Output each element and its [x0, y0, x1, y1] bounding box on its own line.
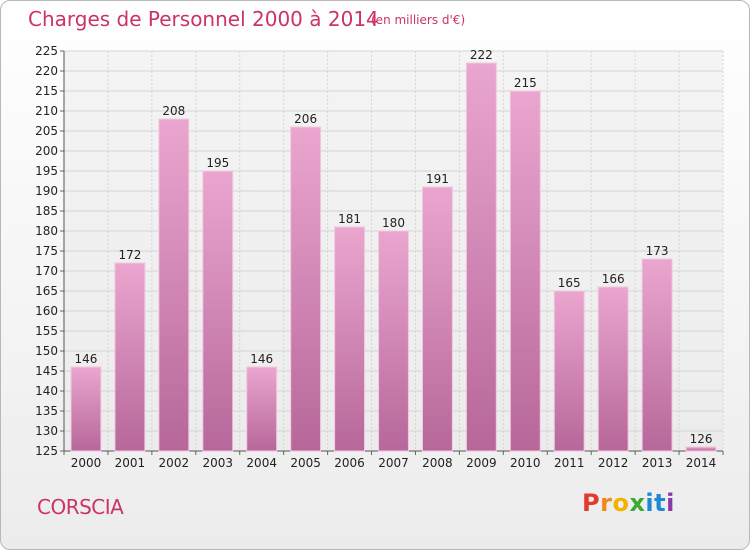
y-tick-label: 215	[35, 84, 58, 98]
y-tick-label: 135	[35, 404, 58, 418]
logo-letter: i	[645, 489, 655, 517]
y-tick-label: 175	[35, 244, 58, 258]
bar-value-label: 166	[602, 272, 625, 286]
y-tick-label: 195	[35, 164, 58, 178]
bar-value-label: 208	[162, 104, 185, 118]
bar	[509, 90, 541, 452]
logo-letter: i	[666, 489, 675, 517]
y-tick-label: 190	[35, 184, 58, 198]
bar-value-label: 172	[118, 248, 141, 262]
bar-value-label: 206	[294, 112, 317, 126]
data-labels: 146 172 208 195 146 206 181 180 191 222 215 165 166 1…	[75, 48, 713, 446]
bar-value-label: 191	[426, 172, 449, 186]
y-tick-label: 140	[35, 384, 58, 398]
bar-value-label: 195	[206, 156, 229, 170]
bar-value-label: 165	[558, 276, 581, 290]
bar	[641, 258, 673, 452]
y-tick-label: 210	[35, 104, 58, 118]
x-tick-label: 2013	[642, 456, 673, 470]
bar-value-label: 215	[514, 76, 537, 90]
bar-value-label: 180	[382, 216, 405, 230]
x-tick-label: 2003	[202, 456, 233, 470]
x-tick-label: 2006	[334, 456, 365, 470]
bar	[114, 262, 146, 452]
logo-letter: o	[612, 489, 630, 517]
y-tick-label: 180	[35, 224, 58, 238]
x-tick-label: 2014	[686, 456, 717, 470]
bar	[465, 62, 497, 452]
bar-value-label: 173	[646, 244, 669, 258]
bar-value-label: 146	[250, 352, 273, 366]
bar	[246, 366, 278, 452]
x-tick-label: 2008	[422, 456, 453, 470]
bar	[597, 286, 629, 452]
bar	[378, 230, 409, 452]
y-tick-labels: 125 130 135 140 145 150 155 160 165 170 175 180 185 1…	[35, 44, 58, 458]
y-tick-label: 160	[35, 304, 58, 318]
y-tick-label: 125	[35, 444, 58, 458]
bar	[158, 118, 190, 452]
y-tick-label: 145	[35, 364, 58, 378]
y-tick-label: 130	[35, 424, 58, 438]
bar	[290, 126, 322, 452]
x-tick-label: 2000	[71, 456, 102, 470]
x-tick-label: 2012	[598, 456, 629, 470]
bars	[70, 62, 717, 452]
x-tick-label: 2011	[554, 456, 585, 470]
chart-title: Charges de Personnel 2000 à 2014	[28, 7, 379, 31]
x-tick-label: 2005	[290, 456, 321, 470]
bar-value-label: 126	[690, 432, 713, 446]
bar-value-label: 146	[75, 352, 98, 366]
bar	[553, 290, 585, 452]
proxiti-logo: Proxiti	[582, 489, 675, 517]
bar	[685, 446, 717, 452]
y-tick-label: 170	[35, 264, 58, 278]
y-tick-label: 205	[35, 124, 58, 138]
x-tick-label: 2009	[466, 456, 497, 470]
x-tick-label: 2002	[159, 456, 190, 470]
commune-name: CORSCIA	[37, 495, 124, 519]
y-tick-label: 185	[35, 204, 58, 218]
x-tick-labels: 2000 2001 2002 2003 2004 2005 2006 2007 2008 2009…	[71, 456, 717, 470]
bar	[202, 170, 234, 452]
bar-value-label: 181	[338, 212, 361, 226]
logo-letter: t	[654, 489, 667, 517]
x-tick-label: 2007	[378, 456, 409, 470]
y-tick-label: 225	[35, 44, 58, 58]
chart-subtitle: (en milliers d'€)	[371, 13, 466, 27]
logo-letter: P	[582, 489, 601, 517]
y-tick-label: 200	[35, 144, 58, 158]
bar	[70, 366, 102, 452]
y-tick-label: 155	[35, 324, 58, 338]
logo-letter: x	[629, 489, 646, 517]
bar-value-label: 222	[470, 48, 493, 62]
x-tick-label: 2004	[246, 456, 277, 470]
bar	[421, 186, 453, 452]
x-tick-label: 2001	[115, 456, 146, 470]
y-tick-label: 220	[35, 64, 58, 78]
logo-letter: r	[600, 489, 613, 517]
bar	[334, 226, 366, 452]
y-tick-label: 165	[35, 284, 58, 298]
x-tick-label: 2010	[510, 456, 541, 470]
y-tick-label: 150	[35, 344, 58, 358]
